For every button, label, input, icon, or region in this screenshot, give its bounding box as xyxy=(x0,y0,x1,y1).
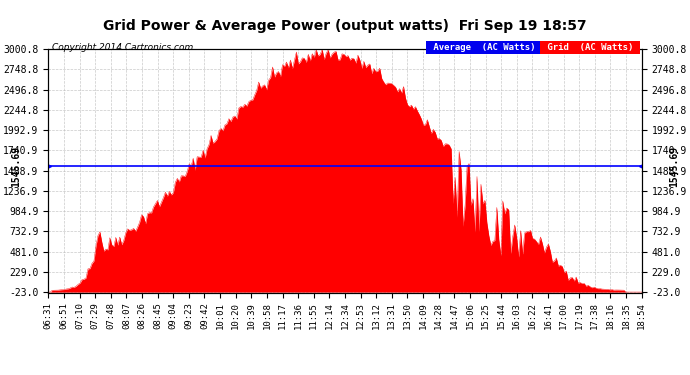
Text: Grid  (AC Watts): Grid (AC Watts) xyxy=(542,43,638,52)
Text: Average  (AC Watts): Average (AC Watts) xyxy=(428,43,541,52)
Text: 1545.69: 1545.69 xyxy=(669,146,680,187)
Text: 1545.69: 1545.69 xyxy=(10,146,21,187)
Text: Grid Power & Average Power (output watts)  Fri Sep 19 18:57: Grid Power & Average Power (output watts… xyxy=(104,19,586,33)
Text: Copyright 2014 Cartronics.com: Copyright 2014 Cartronics.com xyxy=(52,43,193,52)
